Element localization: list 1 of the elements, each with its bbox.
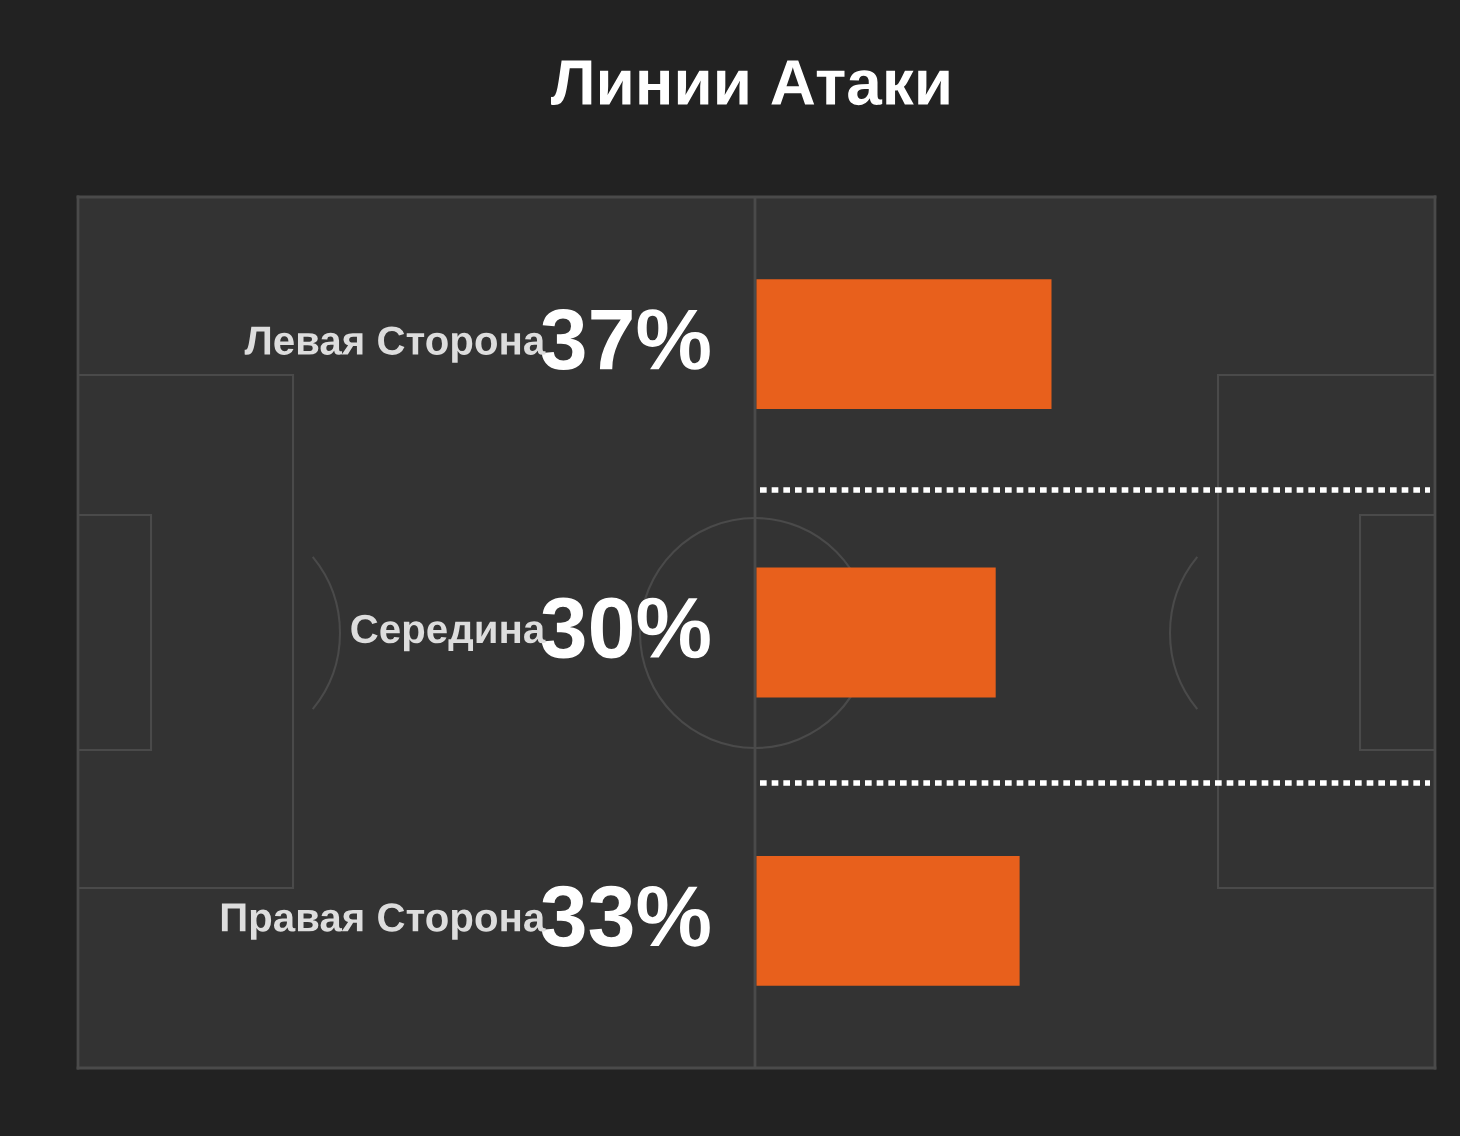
chart-title: Линии Атаки xyxy=(550,60,949,106)
